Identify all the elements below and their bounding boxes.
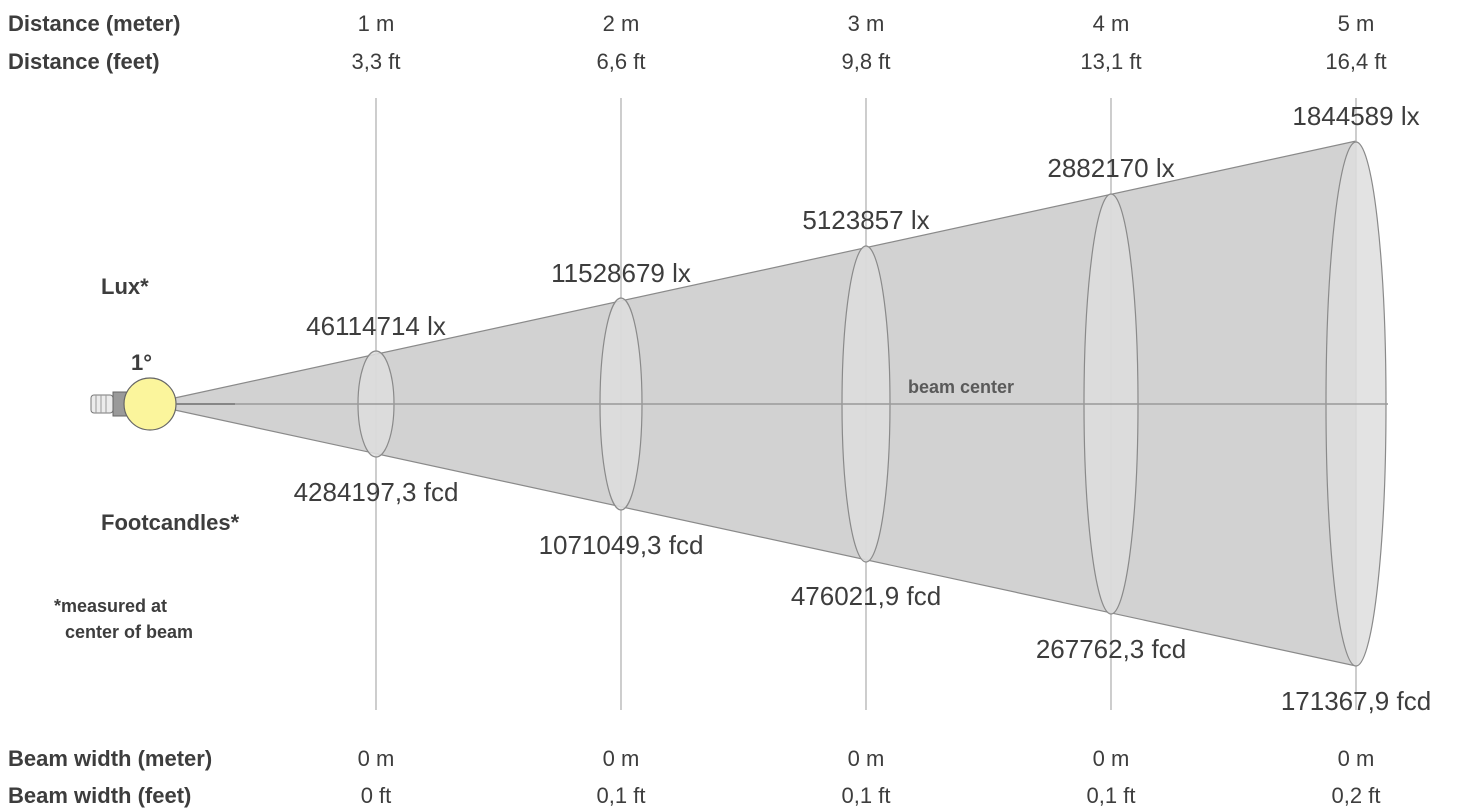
distance-meter-label: Distance (meter) xyxy=(8,11,180,36)
distance-m-5: 5 m xyxy=(1338,11,1375,36)
lux-label: Lux* xyxy=(101,274,149,299)
beam-angle-label: 1° xyxy=(131,350,152,375)
distance-ft-3: 9,8 ft xyxy=(842,49,891,74)
distance-ft-1: 3,3 ft xyxy=(352,49,401,74)
width-m-3: 0 m xyxy=(848,746,885,771)
width-m-1: 0 m xyxy=(358,746,395,771)
fcd-value-1: 4284197,3 fcd xyxy=(294,477,459,507)
width-ft-5: 0,2 ft xyxy=(1332,783,1381,808)
fcd-value-3: 476021,9 fcd xyxy=(791,581,941,611)
beam-width-meter-label: Beam width (meter) xyxy=(8,746,212,771)
distance-ft-4: 13,1 ft xyxy=(1080,49,1141,74)
width-m-2: 0 m xyxy=(603,746,640,771)
beam-center-label: beam center xyxy=(908,377,1014,397)
width-m-5: 0 m xyxy=(1338,746,1375,771)
distance-ft-2: 6,6 ft xyxy=(597,49,646,74)
distance-m-1: 1 m xyxy=(358,11,395,36)
distance-feet-label: Distance (feet) xyxy=(8,49,160,74)
lamp-icon xyxy=(90,377,235,431)
width-ft-4: 0,1 ft xyxy=(1087,783,1136,808)
lux-value-5: 1844589 lx xyxy=(1292,101,1419,131)
lux-value-3: 5123857 lx xyxy=(802,205,929,235)
distance-ft-5: 16,4 ft xyxy=(1325,49,1386,74)
width-m-4: 0 m xyxy=(1093,746,1130,771)
fcd-value-2: 1071049,3 fcd xyxy=(539,530,704,560)
distance-m-4: 4 m xyxy=(1093,11,1130,36)
footcandles-label: Footcandles* xyxy=(101,510,240,535)
distance-m-2: 2 m xyxy=(603,11,640,36)
fcd-value-4: 267762,3 fcd xyxy=(1036,634,1186,664)
lux-value-4: 2882170 lx xyxy=(1047,153,1174,183)
measurement-note-line2: center of beam xyxy=(65,622,193,642)
lux-value-2: 11528679 lx xyxy=(551,258,691,288)
width-ft-2: 0,1 ft xyxy=(597,783,646,808)
distance-m-3: 3 m xyxy=(848,11,885,36)
width-ft-1: 0 ft xyxy=(361,783,392,808)
beam-width-feet-label: Beam width (feet) xyxy=(8,783,191,808)
lux-value-1: 46114714 lx xyxy=(306,311,446,341)
fcd-value-5: 171367,9 fcd xyxy=(1281,686,1431,716)
measurement-note-line1: *measured at xyxy=(54,596,167,616)
width-ft-3: 0,1 ft xyxy=(842,783,891,808)
